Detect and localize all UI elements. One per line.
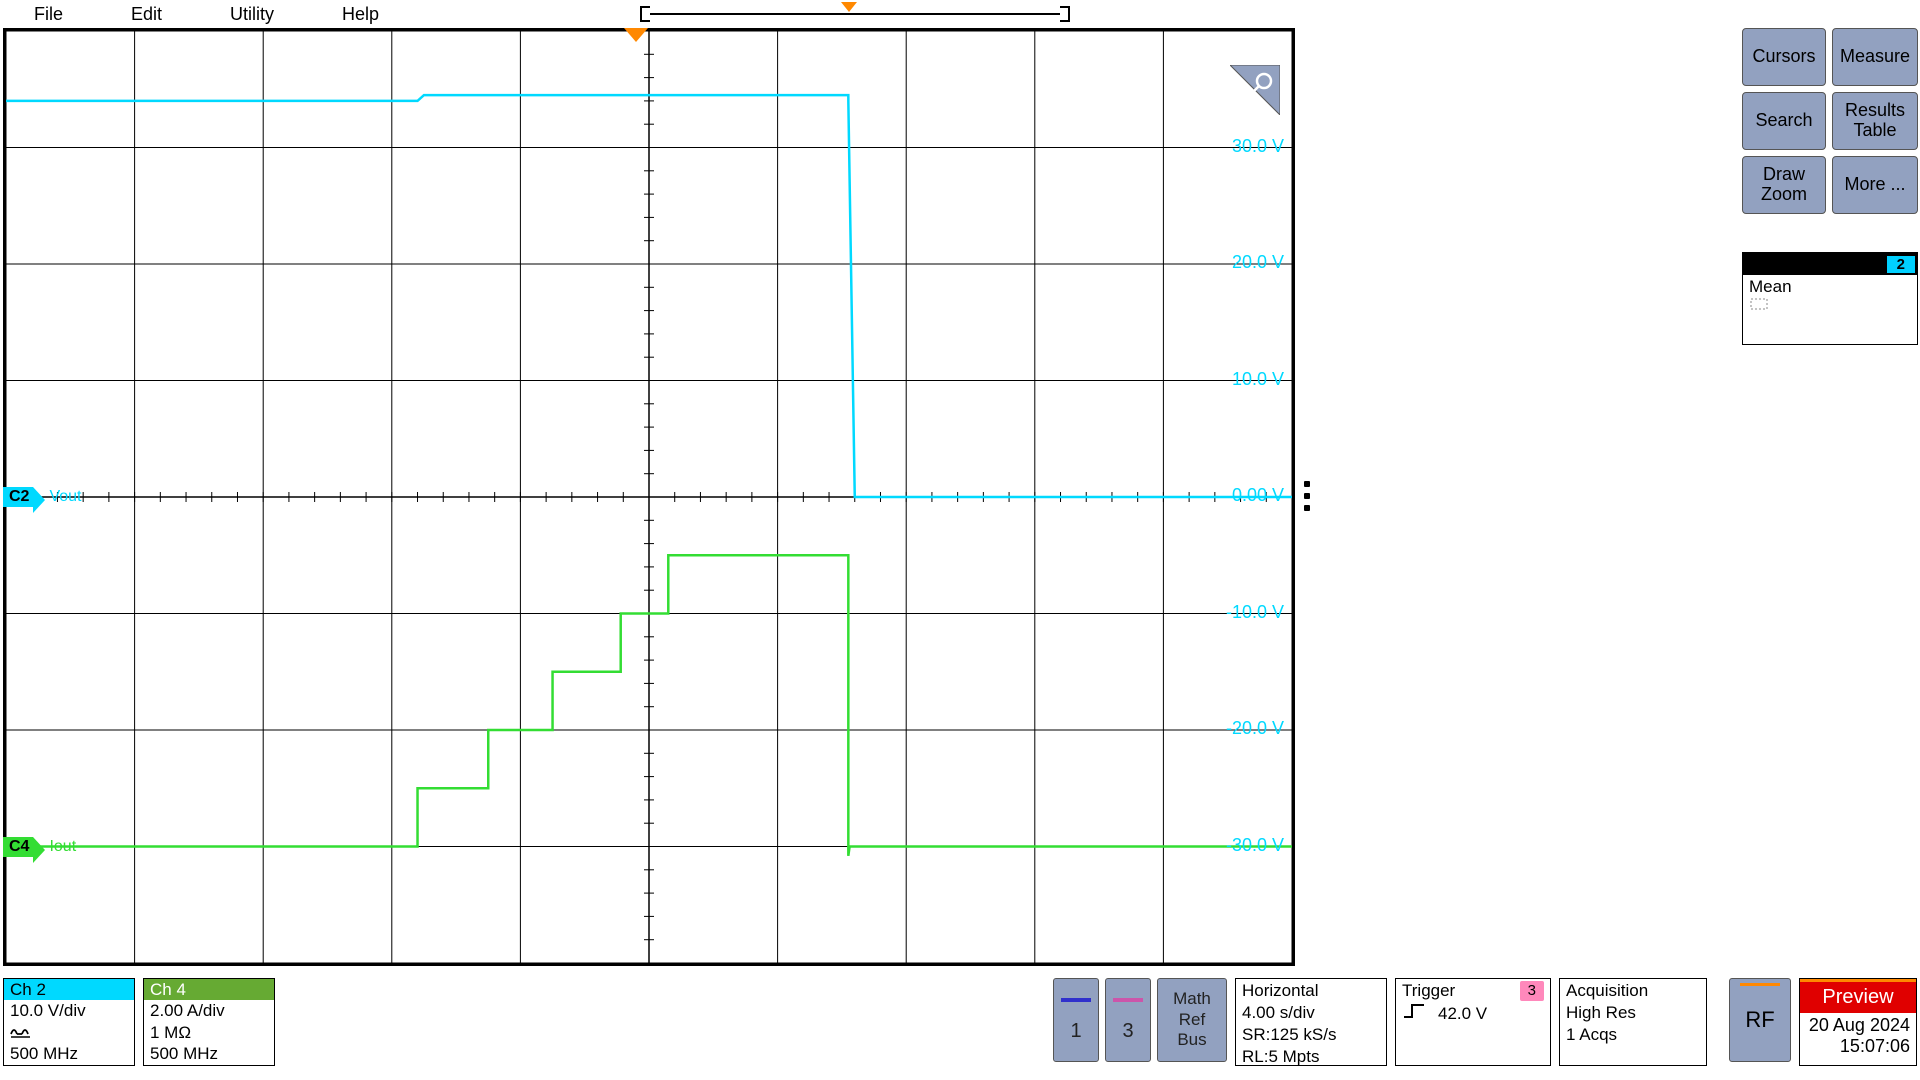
horizontal-sample-rate: SR:125 kS/s <box>1242 1024 1380 1046</box>
digital-1-button[interactable]: 1 <box>1053 978 1099 1062</box>
acquisition-mode: High Res <box>1566 1002 1700 1024</box>
trigger-panel[interactable]: Trigger 3 42.0 V <box>1395 978 1551 1066</box>
y-axis-label: -20.0 V <box>1204 718 1284 739</box>
horizontal-panel[interactable]: Horizontal 4.00 s/div SR:125 kS/s RL:5 M… <box>1235 978 1387 1066</box>
y-axis-label: 0.00 V <box>1204 485 1284 506</box>
zoom-corner-icon[interactable] <box>1230 65 1280 115</box>
channel-4-scale: 2.00 A/div <box>150 1000 268 1021</box>
channel-2-bandwidth: 500 MHz <box>10 1043 128 1064</box>
horizontal-scale: 4.00 s/div <box>1242 1002 1380 1024</box>
y-axis-label: 20.0 V <box>1204 252 1284 273</box>
channel-4-ground-marker[interactable]: C4 Iout <box>3 834 76 860</box>
measurement-source-badge: 2 <box>1887 256 1915 273</box>
channel-2-tag: C2 <box>3 487 33 507</box>
trigger-position-marker-icon[interactable] <box>624 28 648 42</box>
acquisition-count: 1 Acqs <box>1566 1024 1700 1046</box>
channel-2-scale: 10.0 V/div <box>10 1000 128 1021</box>
rf-button[interactable]: RF <box>1729 978 1791 1062</box>
channel-2-coupling-icon <box>10 1022 128 1043</box>
preview-label: Preview <box>1800 979 1916 1013</box>
menu-utility[interactable]: Utility <box>196 2 308 27</box>
preview-time: 15:07:06 <box>1806 1036 1910 1057</box>
rising-edge-icon <box>1402 1002 1426 1026</box>
time-ruler[interactable] <box>640 4 1070 24</box>
measure-button[interactable]: Measure <box>1832 28 1918 86</box>
digital-3-button[interactable]: 3 <box>1105 978 1151 1062</box>
draw-zoom-button[interactable]: Draw Zoom <box>1742 156 1826 214</box>
menu-file[interactable]: File <box>0 2 97 27</box>
search-button[interactable]: Search <box>1742 92 1826 150</box>
y-axis-label: 10.0 V <box>1204 369 1284 390</box>
trigger-source-badge: 3 <box>1520 981 1544 1001</box>
cursors-button[interactable]: Cursors <box>1742 28 1826 86</box>
measurement-mean-label: Mean <box>1749 277 1911 297</box>
channel-4-label: Iout <box>49 838 76 856</box>
channel-4-info-title: Ch 4 <box>144 979 274 1000</box>
acquisition-panel[interactable]: Acquisition High Res 1 Acqs <box>1559 978 1707 1066</box>
more-button[interactable]: More ... <box>1832 156 1918 214</box>
preview-datetime-panel[interactable]: Preview 20 Aug 2024 15:07:06 <box>1799 978 1917 1066</box>
channel-2-info-title: Ch 2 <box>4 979 134 1000</box>
acquisition-title: Acquisition <box>1566 980 1700 1002</box>
menu-help[interactable]: Help <box>308 2 413 27</box>
channel-4-bandwidth: 500 MHz <box>150 1043 268 1064</box>
ruler-trigger-marker-icon[interactable] <box>841 2 857 12</box>
math-ref-bus-button[interactable]: Math Ref Bus <box>1157 978 1227 1062</box>
trigger-title: Trigger <box>1402 980 1455 1002</box>
results-table-button[interactable]: Results Table <box>1832 92 1918 150</box>
resize-handle-icon[interactable] <box>1300 481 1314 511</box>
horizontal-record-length: RL:5 Mpts <box>1242 1046 1380 1068</box>
channel-4-info[interactable]: Ch 4 2.00 A/div 1 MΩ 500 MHz <box>143 978 275 1066</box>
measurements-panel[interactable]: 2 Mean <box>1742 252 1918 345</box>
y-axis-label: -10.0 V <box>1204 602 1284 623</box>
waveforms <box>6 31 1292 963</box>
channel-2-label: Vout <box>49 488 81 506</box>
waveform-area[interactable]: 30.0 V 20.0 V 10.0 V 0.00 V -10.0 V -20.0 V -3… <box>3 28 1295 966</box>
y-axis-label: 30.0 V <box>1204 136 1284 157</box>
horizontal-title: Horizontal <box>1242 980 1380 1002</box>
trigger-level: 42.0 V <box>1438 1003 1487 1025</box>
selection-icon <box>1749 297 1771 313</box>
bottom-status-row: Ch 2 10.0 V/div 500 MHz Ch 4 2.00 A/div … <box>3 978 1917 1074</box>
channel-2-info[interactable]: Ch 2 10.0 V/div 500 MHz <box>3 978 135 1066</box>
channel-2-ground-marker[interactable]: C2 Vout <box>3 484 81 510</box>
menu-edit[interactable]: Edit <box>97 2 196 27</box>
y-axis-label: -30.0 V <box>1204 835 1284 856</box>
channel-4-tag: C4 <box>3 837 33 857</box>
preview-date: 20 Aug 2024 <box>1806 1015 1910 1036</box>
channel-4-impedance: 1 MΩ <box>150 1022 268 1043</box>
